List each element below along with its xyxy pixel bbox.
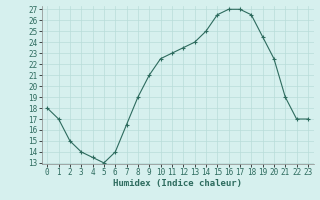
X-axis label: Humidex (Indice chaleur): Humidex (Indice chaleur) <box>113 179 242 188</box>
